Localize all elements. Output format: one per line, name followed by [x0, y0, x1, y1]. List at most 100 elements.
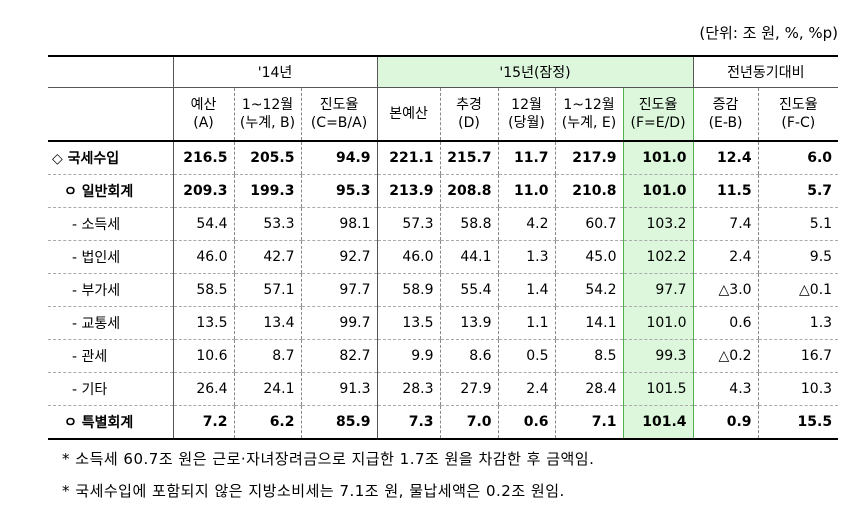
header-col: 본예산	[376, 87, 441, 142]
cell-value: 28.3	[376, 372, 441, 406]
cell-value: 7.0	[439, 405, 499, 440]
cell-value: 12.4	[692, 141, 759, 175]
header-col: 1~12월 (누계, B)	[233, 87, 301, 142]
cell-value: 101.0	[622, 174, 694, 208]
cell-value: 60.7	[554, 207, 624, 241]
cell-value: 2.4	[692, 240, 759, 274]
cell-value: 24.1	[233, 372, 301, 406]
cell-value: 45.0	[554, 240, 624, 274]
cell-value: 42.7	[233, 240, 301, 274]
cell-value: 213.9	[376, 174, 441, 208]
header-col: 추경 (D)	[439, 87, 499, 142]
row-label: ㅇ 일반회계	[48, 174, 173, 208]
cell-value: 57.1	[233, 273, 301, 307]
header-group-prev: 전년동기대비	[692, 55, 839, 88]
cell-value: 210.8	[554, 174, 624, 208]
cell-value: 10.3	[757, 372, 839, 406]
row-label: - 기타	[48, 372, 173, 406]
footnote-2: * 국세수입에 포함되지 않은 지방소비세는 7.1조 원, 물납세액은 0.2…	[62, 482, 565, 500]
cell-value: 26.4	[172, 372, 234, 406]
cell-value: 4.2	[497, 207, 556, 241]
cell-value: 54.2	[554, 273, 624, 307]
header-col: 12월 (당월)	[497, 87, 556, 142]
cell-value: 85.9	[300, 405, 378, 440]
cell-value: 7.4	[692, 207, 759, 241]
cell-value: 99.3	[622, 339, 694, 373]
cell-value: 0.6	[497, 405, 556, 440]
table-row: - 기타 26.4 24.1 91.3 28.3 27.9 2.4 28.4 101.5 4.3 1…	[48, 372, 839, 406]
cell-value: 102.2	[622, 240, 694, 274]
table-row: - 법인세 46.0 42.7 92.7 46.0 44.1 1.3 45.0 102.2 2.4…	[48, 240, 839, 274]
table-row: ㅇ 일반회계 209.3 199.3 95.3 213.9 208.8 11.0 210.8 1…	[48, 174, 839, 208]
cell-value: 6.2	[233, 405, 301, 440]
cell-value: △0.2	[692, 339, 759, 373]
cell-value: 7.2	[172, 405, 234, 440]
cell-value: 27.9	[439, 372, 499, 406]
cell-value: 221.1	[376, 141, 441, 175]
table-row: - 관세 10.6 8.7 82.7 9.9 8.6 0.5 8.5 99.3 △0.2 16.7	[48, 339, 839, 373]
cell-value: 11.7	[497, 141, 556, 175]
cell-value: 57.3	[376, 207, 441, 241]
header-col: 증감 (E-B)	[692, 87, 759, 142]
header-empty	[48, 87, 173, 142]
cell-value: 0.9	[692, 405, 759, 440]
cell-value: 97.7	[622, 273, 694, 307]
cell-value: 10.6	[172, 339, 234, 373]
row-label: - 소득세	[48, 207, 173, 241]
cell-value: 13.5	[376, 306, 441, 340]
tax-revenue-table: '14년 '15년(잠정) 전년동기대비 예산 (A) 1~12월 (누계, B) …	[48, 55, 839, 440]
cell-value: 13.5	[172, 306, 234, 340]
cell-value: 209.3	[172, 174, 234, 208]
cell-value: 14.1	[554, 306, 624, 340]
cell-value: 205.5	[233, 141, 301, 175]
header-group-15: '15년(잠정)	[376, 55, 694, 88]
table-row: ㅇ 특별회계 7.2 6.2 85.9 7.3 7.0 0.6 7.1 101.4 0.9 15.5	[48, 405, 839, 440]
table-row: - 부가세 58.5 57.1 97.7 58.9 55.4 1.4 54.2 97.7 △3.0…	[48, 273, 839, 307]
cell-value: 0.6	[692, 306, 759, 340]
footnote-1: * 소득세 60.7조 원은 근로·자녀장려금으로 지급한 1.7조 원을 차감…	[62, 450, 595, 468]
cell-value: 82.7	[300, 339, 378, 373]
cell-value: 101.5	[622, 372, 694, 406]
cell-value: 11.0	[497, 174, 556, 208]
cell-value: 208.8	[439, 174, 499, 208]
cell-value: 0.5	[497, 339, 556, 373]
cell-value: 101.4	[622, 405, 694, 440]
cell-value: 216.5	[172, 141, 234, 175]
cell-value: 4.3	[692, 372, 759, 406]
cell-value: △3.0	[692, 273, 759, 307]
unit-note: (단위: 조 원, %, %p)	[699, 24, 838, 42]
cell-value: 99.7	[300, 306, 378, 340]
header-row-cols: 예산 (A) 1~12월 (누계, B) 진도율 (C=B/A) 본예산 추경 (D) …	[48, 87, 839, 142]
table-row: - 교통세 13.5 13.4 99.7 13.5 13.9 1.1 14.1 101.0 0.6…	[48, 306, 839, 340]
cell-value: 44.1	[439, 240, 499, 274]
row-label: - 관세	[48, 339, 173, 373]
cell-value: 1.3	[757, 306, 839, 340]
header-col: 진도율 (F-C)	[757, 87, 839, 142]
header-col: 진도율 (C=B/A)	[300, 87, 378, 142]
cell-value: 199.3	[233, 174, 301, 208]
header-col: 진도율 (F=E/D)	[622, 87, 694, 142]
cell-value: 16.7	[757, 339, 839, 373]
cell-value: 97.7	[300, 273, 378, 307]
cell-value: 94.9	[300, 141, 378, 175]
cell-value: 1.1	[497, 306, 556, 340]
row-label: ◇ 국세수입	[48, 141, 173, 175]
cell-value: △0.1	[757, 273, 839, 307]
cell-value: 217.9	[554, 141, 624, 175]
cell-value: 58.5	[172, 273, 234, 307]
cell-value: 54.4	[172, 207, 234, 241]
cell-value: 215.7	[439, 141, 499, 175]
row-label: - 부가세	[48, 273, 173, 307]
cell-value: 5.7	[757, 174, 839, 208]
cell-value: 98.1	[300, 207, 378, 241]
cell-value: 5.1	[757, 207, 839, 241]
cell-value: 13.4	[233, 306, 301, 340]
cell-value: 9.5	[757, 240, 839, 274]
header-group-14: '14년	[172, 55, 378, 88]
cell-value: 8.6	[439, 339, 499, 373]
cell-value: 7.1	[554, 405, 624, 440]
cell-value: 58.8	[439, 207, 499, 241]
header-row-groups: '14년 '15년(잠정) 전년동기대비	[48, 55, 839, 88]
cell-value: 15.5	[757, 405, 839, 440]
cell-value: 103.2	[622, 207, 694, 241]
